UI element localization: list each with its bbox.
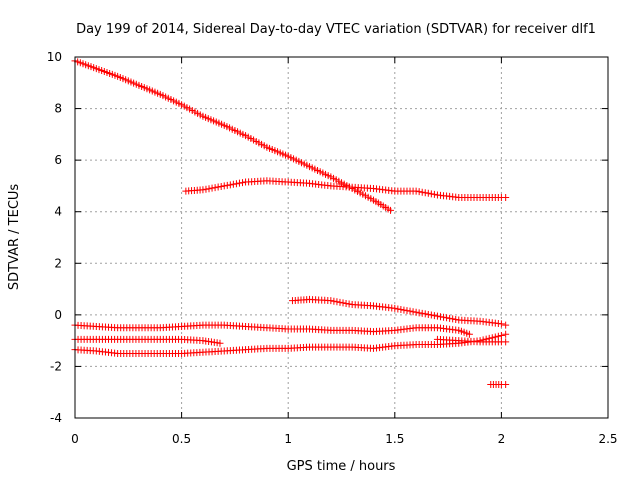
data-point-marker [211, 184, 219, 192]
data-point-marker [433, 312, 441, 320]
series-track-6 [71, 330, 510, 358]
data-point-marker [424, 189, 432, 197]
data-point-marker [502, 321, 510, 329]
data-point-marker [345, 300, 353, 308]
x-tick-label: 0.5 [172, 432, 191, 446]
data-point-marker [502, 338, 510, 346]
grid-lines [75, 57, 608, 418]
data-point-marker [403, 307, 411, 315]
data-point-marker [421, 189, 429, 197]
y-tick-label: 6 [54, 153, 62, 167]
data-point-marker [223, 181, 231, 189]
data-point-marker [333, 298, 341, 306]
data-point-marker [336, 298, 344, 306]
data-point-marker [424, 310, 432, 318]
plot-frame [74, 56, 609, 419]
data-point-marker [387, 206, 395, 214]
series-track-8 [487, 380, 510, 388]
data-point-marker [427, 311, 435, 319]
y-tick-label: -2 [50, 359, 62, 373]
data-point-marker [497, 320, 505, 328]
data-point-marker [208, 184, 216, 192]
data-point-marker [199, 186, 207, 194]
data-point-marker [220, 182, 228, 190]
data-point-marker [446, 314, 454, 322]
data-point-marker [226, 181, 234, 189]
data-point-marker [202, 185, 210, 193]
data-point-marker [400, 306, 408, 314]
data-point-marker [214, 183, 222, 191]
data-point-marker [239, 179, 247, 187]
chart-title: Day 199 of 2014, Sidereal Day-to-day VTE… [76, 22, 596, 37]
x-tick-label: 2 [498, 432, 506, 446]
data-series [71, 57, 510, 388]
data-point-marker [394, 305, 402, 313]
data-point-marker [235, 179, 243, 187]
data-point-marker [229, 180, 237, 188]
y-axis-label: SDTVAR / TECUs [7, 184, 22, 291]
data-point-marker [409, 308, 417, 316]
y-tick-label: 2 [54, 256, 62, 270]
data-point-marker [217, 182, 225, 190]
y-tick-label: 4 [54, 205, 62, 219]
data-point-marker [452, 315, 460, 323]
x-tick-label: 2.5 [598, 432, 617, 446]
data-point-marker [443, 314, 451, 322]
y-tick-label: 8 [54, 102, 62, 116]
y-tick-label: 10 [47, 50, 62, 64]
tick-labels: 0 0.5 1 1.5 2 2.5 -4 -2 0 2 4 6 8 10 [47, 50, 618, 446]
data-point-marker [427, 190, 435, 198]
series-track-5 [71, 335, 224, 347]
data-point-marker [415, 188, 423, 196]
series-track-3 [288, 295, 510, 329]
data-point-marker [502, 380, 510, 388]
data-point-marker [502, 330, 510, 338]
data-point-marker [418, 309, 426, 317]
data-point-marker [205, 185, 213, 193]
series-track-2 [182, 177, 510, 202]
series-track-7 [433, 335, 510, 346]
data-point-marker [421, 310, 429, 318]
data-point-marker [330, 297, 338, 305]
data-point-marker [327, 297, 335, 305]
data-point-marker [397, 306, 405, 314]
data-point-marker [415, 309, 423, 317]
data-point-marker [391, 304, 399, 312]
data-point-marker [412, 187, 420, 195]
x-tick-label: 1.5 [385, 432, 404, 446]
data-point-marker [339, 299, 347, 307]
y-tick-label: -4 [50, 411, 62, 425]
x-tick-label: 0 [71, 432, 79, 446]
data-point-marker [216, 339, 224, 347]
data-point-marker [502, 194, 510, 202]
series-track-1 [71, 57, 395, 214]
data-point-marker [342, 299, 350, 307]
data-point-marker [449, 315, 457, 323]
data-point-marker [232, 180, 240, 188]
data-point-marker [430, 190, 438, 198]
data-point-marker [440, 313, 448, 321]
data-point-marker [436, 313, 444, 321]
data-point-marker [418, 188, 426, 196]
series-track-4 [71, 321, 473, 338]
x-axis-label: GPS time / hours [287, 459, 396, 474]
axis-ticks [74, 56, 609, 419]
data-point-marker [497, 331, 505, 339]
y-tick-label: 0 [54, 308, 62, 322]
x-tick-label: 1 [284, 432, 292, 446]
data-point-marker [412, 308, 420, 316]
data-point-marker [406, 307, 414, 315]
data-point-marker [465, 330, 473, 338]
data-point-marker [430, 312, 438, 320]
